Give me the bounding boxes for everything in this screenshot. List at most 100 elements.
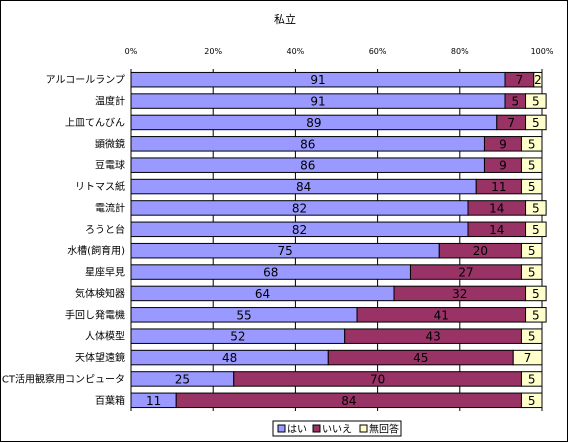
category-label: ろうと台 <box>85 223 125 236</box>
category-label: 天体望遠鏡 <box>75 351 125 364</box>
data-label: 14 <box>489 223 504 237</box>
x-tick-label: 60% <box>369 47 387 56</box>
data-label: 2 <box>534 73 542 87</box>
bar-segment <box>525 221 547 238</box>
data-label: 5 <box>532 201 540 215</box>
data-label: 48 <box>222 351 237 365</box>
data-label: 91 <box>310 73 325 87</box>
category-label: リトマス紙 <box>75 180 125 193</box>
legend-label: はい <box>287 424 307 436</box>
bar-segment <box>520 264 543 280</box>
data-label: 86 <box>300 159 315 173</box>
legend-label: いいえ <box>322 424 352 436</box>
category-label: 手回し発電機 <box>65 308 125 321</box>
data-label: 5 <box>532 223 540 237</box>
category-label: 気体検知器 <box>75 287 125 300</box>
data-label: 5 <box>528 266 536 280</box>
data-label: 5 <box>532 95 540 109</box>
data-label: 43 <box>425 330 440 344</box>
bar-segment <box>520 136 543 152</box>
x-tick-label: 40% <box>287 47 305 56</box>
bar-segment <box>525 285 547 302</box>
data-label: 27 <box>458 266 473 280</box>
category-label: 温度計 <box>95 95 125 108</box>
legend: はい いいえ 無回答 <box>272 420 402 437</box>
x-tick-label: 100% <box>531 47 554 56</box>
x-axis-tick-labels: 0% 20% 40% 60% 80% 100% <box>125 47 554 56</box>
legend-swatch <box>312 424 321 433</box>
category-label: 豆電球 <box>95 159 125 172</box>
chart-title: 私立 <box>274 12 296 26</box>
bar-segment <box>533 71 543 88</box>
bar-segment <box>520 157 543 173</box>
category-label: 顕微鏡 <box>95 137 125 150</box>
legend-swatch <box>277 424 286 433</box>
data-label: 91 <box>310 95 325 109</box>
data-label: 5 <box>528 159 536 173</box>
category-label: 電流計 <box>95 201 125 214</box>
data-label: 75 <box>277 244 292 258</box>
data-label: 82 <box>292 201 307 215</box>
data-label: 41 <box>434 308 449 322</box>
data-label: 5 <box>532 287 540 301</box>
data-label: 7 <box>516 73 524 87</box>
legend-swatch <box>359 424 368 433</box>
data-label: 14 <box>489 201 504 215</box>
data-label: 9 <box>499 137 507 151</box>
category-label: アルコールランプ <box>46 74 125 86</box>
data-label: 11 <box>491 180 506 194</box>
bar-segment <box>525 93 547 109</box>
bars: 91 7 291 5 589 7 586 9 586 9 584 11 582 14 582 14 575 20 5… <box>130 71 547 409</box>
data-label: 9 <box>499 159 507 173</box>
data-label: 45 <box>413 351 428 365</box>
data-label: 5 <box>528 330 536 344</box>
data-label: 25 <box>175 372 190 386</box>
data-label: 52 <box>230 330 245 344</box>
bar-segment <box>520 328 543 344</box>
category-label: 人体模型 <box>85 330 125 343</box>
x-tick-label: 20% <box>204 47 222 56</box>
legend-label: 無回答 <box>369 423 399 436</box>
legend-box <box>272 420 402 437</box>
data-label: 64 <box>255 287 270 301</box>
category-label: 百葉箱 <box>95 394 125 407</box>
x-tick-label: 80% <box>451 47 469 56</box>
data-label: 5 <box>528 244 536 258</box>
bar-segment <box>512 349 543 366</box>
data-label: 70 <box>370 372 385 386</box>
category-labels: アルコールランプ温度計上皿てんびん顕微鏡豆電球リトマス紙電流計ろうと台水槽(飼育… <box>1 74 125 407</box>
data-label: 5 <box>532 116 540 130</box>
bar-segment <box>525 200 547 216</box>
category-label: 星座早見 <box>85 266 125 279</box>
data-label: 5 <box>528 372 536 386</box>
data-label: 89 <box>306 116 321 130</box>
bar-segment <box>520 242 543 259</box>
bar-segment <box>520 178 543 195</box>
data-label: 7 <box>524 351 532 365</box>
bar-segment <box>520 371 543 387</box>
bar-segment <box>520 392 543 409</box>
category-label: ICT活用観察用コンピュータ <box>1 372 125 385</box>
category-label: 上皿てんびん <box>65 117 125 129</box>
bar-segment <box>525 307 547 323</box>
data-label: 7 <box>507 116 515 130</box>
data-label: 68 <box>263 266 278 280</box>
data-label: 84 <box>296 180 311 194</box>
x-tick-label: 0% <box>125 47 138 56</box>
data-label: 5 <box>532 308 540 322</box>
data-label: 84 <box>341 394 356 408</box>
bar-segment <box>525 114 547 131</box>
data-label: 86 <box>300 137 315 151</box>
data-label: 82 <box>292 223 307 237</box>
category-label: 水槽(飼育用) <box>67 244 125 257</box>
data-label: 5 <box>528 180 536 194</box>
data-label: 5 <box>511 95 519 109</box>
data-label: 32 <box>452 287 467 301</box>
data-label: 5 <box>528 394 536 408</box>
data-label: 20 <box>473 244 488 258</box>
data-label: 5 <box>528 137 536 151</box>
data-label: 11 <box>146 394 161 408</box>
data-label: 55 <box>236 308 251 322</box>
